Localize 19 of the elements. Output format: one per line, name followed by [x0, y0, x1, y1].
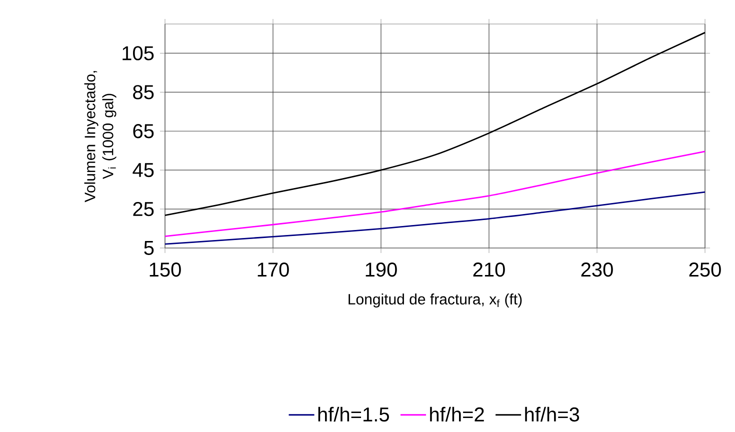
legend-label: hf/h=3: [525, 406, 580, 422]
x-tick-label: 250: [689, 262, 721, 277]
y-tick-label: 5: [144, 241, 154, 255]
y-tick-label: 45: [132, 163, 154, 178]
line-series: [164, 32, 706, 216]
x-tick-label: 210: [473, 262, 505, 277]
x-axis-title: Longitud de fractura, x$_{f}$ (ft): [348, 294, 522, 308]
x-tick-label: 190: [366, 262, 397, 277]
line-series: [164, 191, 706, 245]
x-tick-label: 170: [258, 262, 289, 277]
y-tick-label: 65: [133, 124, 154, 138]
legend-label: hf/h=1.5: [318, 406, 389, 422]
y-tick-label: 85: [133, 85, 154, 100]
x-tick-label: 230: [581, 262, 613, 277]
y-tick-label: 105: [122, 46, 154, 60]
line-series: [164, 150, 706, 238]
x-tick-label: 150: [150, 262, 181, 277]
legend-label: hf/h=2: [430, 406, 484, 422]
y-tick-label: 25: [133, 202, 154, 216]
